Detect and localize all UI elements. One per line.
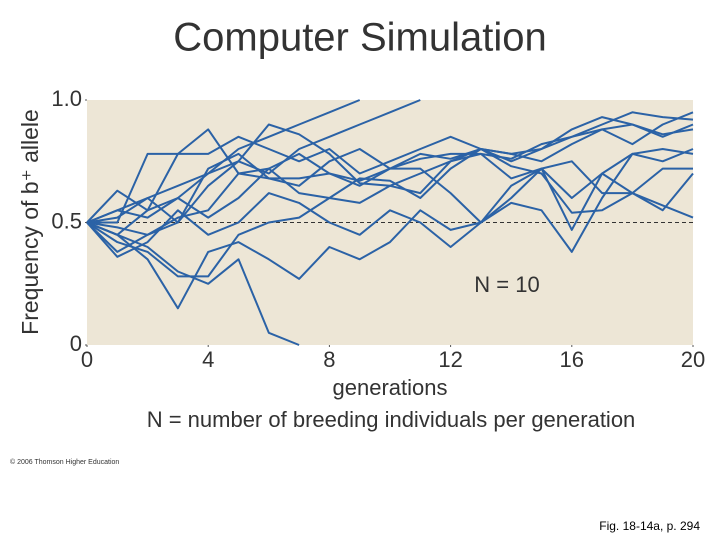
- x-axis-label: generations: [333, 375, 448, 400]
- series-line: [86, 160, 694, 310]
- x-tick-label: 12: [438, 347, 462, 372]
- annotation: N = 10: [474, 272, 539, 297]
- copyright: © 2006 Thomson Higher Education: [10, 458, 119, 466]
- caption: N = number of breeding individuals per g…: [147, 407, 636, 432]
- y-tick-label: 1.0: [51, 86, 82, 111]
- y-tick-label: 0: [70, 331, 82, 356]
- series-line: [86, 148, 694, 253]
- x-tick-label: 4: [202, 347, 214, 372]
- chart-title: Computer Simulation: [173, 16, 547, 60]
- series-line: [86, 116, 694, 224]
- y-axis-label: Frequency of b⁺ allele: [17, 109, 43, 335]
- x-tick-label: 8: [323, 347, 335, 372]
- x-tick-label: 16: [560, 347, 584, 372]
- series-line: [86, 111, 694, 224]
- x-tick-label: 20: [681, 347, 705, 372]
- y-tick-label: 0.5: [51, 208, 82, 233]
- x-tick-label: 0: [81, 347, 93, 372]
- series-line: [86, 221, 300, 346]
- figure-reference: Fig. 18-14a, p. 294: [599, 519, 700, 533]
- series-line: [86, 123, 694, 236]
